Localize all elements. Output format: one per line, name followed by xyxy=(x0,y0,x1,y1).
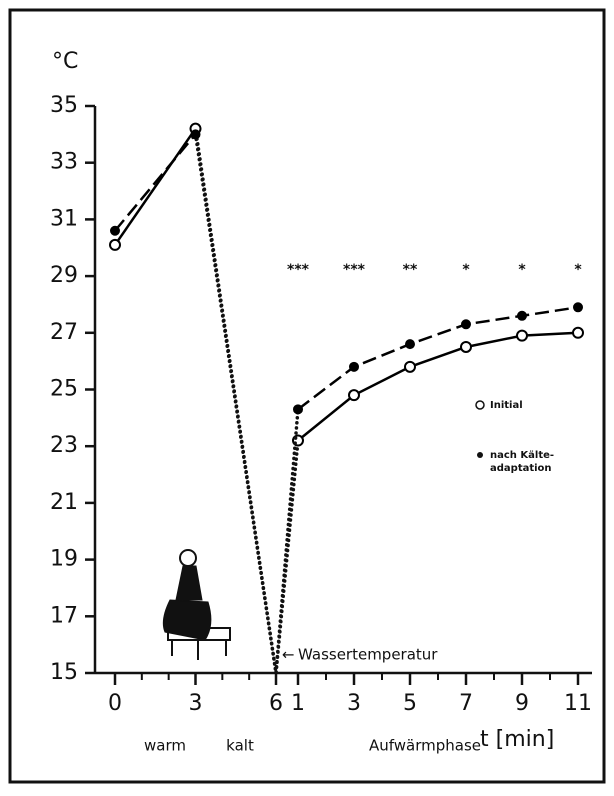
data-point xyxy=(460,340,472,353)
seated-figure xyxy=(162,549,231,660)
y-tick-label: 25 xyxy=(50,377,78,402)
y-tick-label: 27 xyxy=(50,320,78,345)
frame xyxy=(8,8,606,784)
y-tick-label: 35 xyxy=(50,93,78,118)
series-line xyxy=(113,127,197,246)
annotation-arrow: ← xyxy=(282,646,295,664)
x-tick-label: 7 xyxy=(459,691,473,716)
significance: ** xyxy=(403,262,418,278)
legend-marker xyxy=(475,400,485,410)
x-tick-label: 9 xyxy=(515,691,529,716)
data-point xyxy=(293,404,303,415)
y-tick-label: 21 xyxy=(50,490,78,515)
series-line xyxy=(297,331,579,442)
legend-label: Initial xyxy=(490,400,523,411)
data-point xyxy=(573,302,583,313)
x-axis-label: t [min] xyxy=(480,727,554,752)
data-point xyxy=(405,339,415,350)
x-tick-label: 11 xyxy=(564,691,592,716)
y-tick-label: 15 xyxy=(50,660,78,685)
y-tick-label: 33 xyxy=(50,150,78,175)
data-point xyxy=(572,326,584,339)
water-connector xyxy=(193,132,300,674)
data-point xyxy=(349,361,359,372)
phase-label: Aufwärmphase xyxy=(369,737,481,755)
significance: * xyxy=(462,262,470,278)
x-tick-label: 6 xyxy=(269,691,283,716)
y-tick-label: 19 xyxy=(50,547,78,572)
data-point xyxy=(404,360,416,373)
legend-label: adaptation xyxy=(490,463,552,474)
legend-label: nach Kälte- xyxy=(490,450,554,461)
series-line xyxy=(297,306,579,411)
data-point xyxy=(516,329,528,342)
series-line xyxy=(114,133,197,232)
data-point xyxy=(517,310,527,321)
x-tick-label: 5 xyxy=(403,691,417,716)
phase-label: warm xyxy=(144,737,186,755)
annotation: Wassertemperatur xyxy=(298,646,438,664)
significance: * xyxy=(518,262,526,278)
y-tick-label: 29 xyxy=(50,263,78,288)
x-tick-label: 1 xyxy=(291,691,305,716)
data-point xyxy=(348,389,360,402)
data-point xyxy=(109,238,121,251)
y-tick-label: 31 xyxy=(50,206,78,231)
significance: *** xyxy=(287,262,310,278)
x-tick-label: 0 xyxy=(108,691,122,716)
legend-marker xyxy=(477,452,483,458)
data-point xyxy=(461,319,471,330)
y-tick-label: 23 xyxy=(50,433,78,458)
data-point xyxy=(110,225,120,236)
significance: *** xyxy=(343,262,366,278)
x-tick-label: 3 xyxy=(347,691,361,716)
y-tick-label: 17 xyxy=(50,603,78,628)
y-axis-label: °C xyxy=(52,49,78,74)
phase-label: kalt xyxy=(226,737,254,755)
x-tick-label: 3 xyxy=(189,691,203,716)
data-point xyxy=(190,129,201,140)
significance: * xyxy=(574,262,582,278)
